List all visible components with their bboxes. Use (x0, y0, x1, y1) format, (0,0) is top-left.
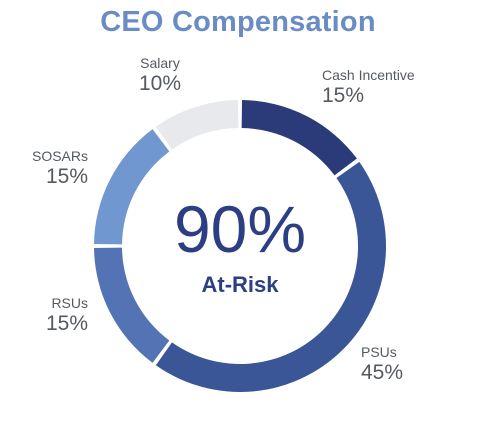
label-psus: PSUs 45% (361, 345, 403, 384)
donut-slice-cash-incentive (241, 100, 357, 176)
slice-value-salary: 10% (138, 71, 182, 95)
chart-title: CEO Compensation (100, 6, 376, 38)
slice-name-salary: Salary (140, 55, 180, 71)
slice-name-sosars: SOSARs (31, 148, 88, 164)
label-salary: Salary 10% (120, 56, 200, 95)
label-rsus: RSUs 15% (46, 296, 88, 335)
center-label: At-Risk (201, 272, 279, 297)
slice-name-cash-incentive: Cash Incentive (322, 67, 415, 83)
donut-slice-psus (155, 161, 387, 392)
donut-slice-rsus (94, 247, 170, 363)
donut-slice-sosars (94, 129, 170, 245)
slice-value-sosars: 15% (45, 164, 88, 188)
label-cash-incentive: Cash Incentive 15% (322, 68, 415, 107)
center-percentage: 90% (173, 192, 307, 266)
slice-value-cash-incentive: 15% (322, 83, 365, 107)
slice-name-rsus: RSUs (51, 295, 88, 311)
slice-value-psus: 45% (361, 360, 404, 384)
slice-name-psus: PSUs (361, 344, 397, 360)
label-sosars: SOSARs 15% (32, 149, 88, 188)
donut-slice-salary (155, 100, 239, 150)
slice-value-rsus: 15% (45, 311, 88, 335)
